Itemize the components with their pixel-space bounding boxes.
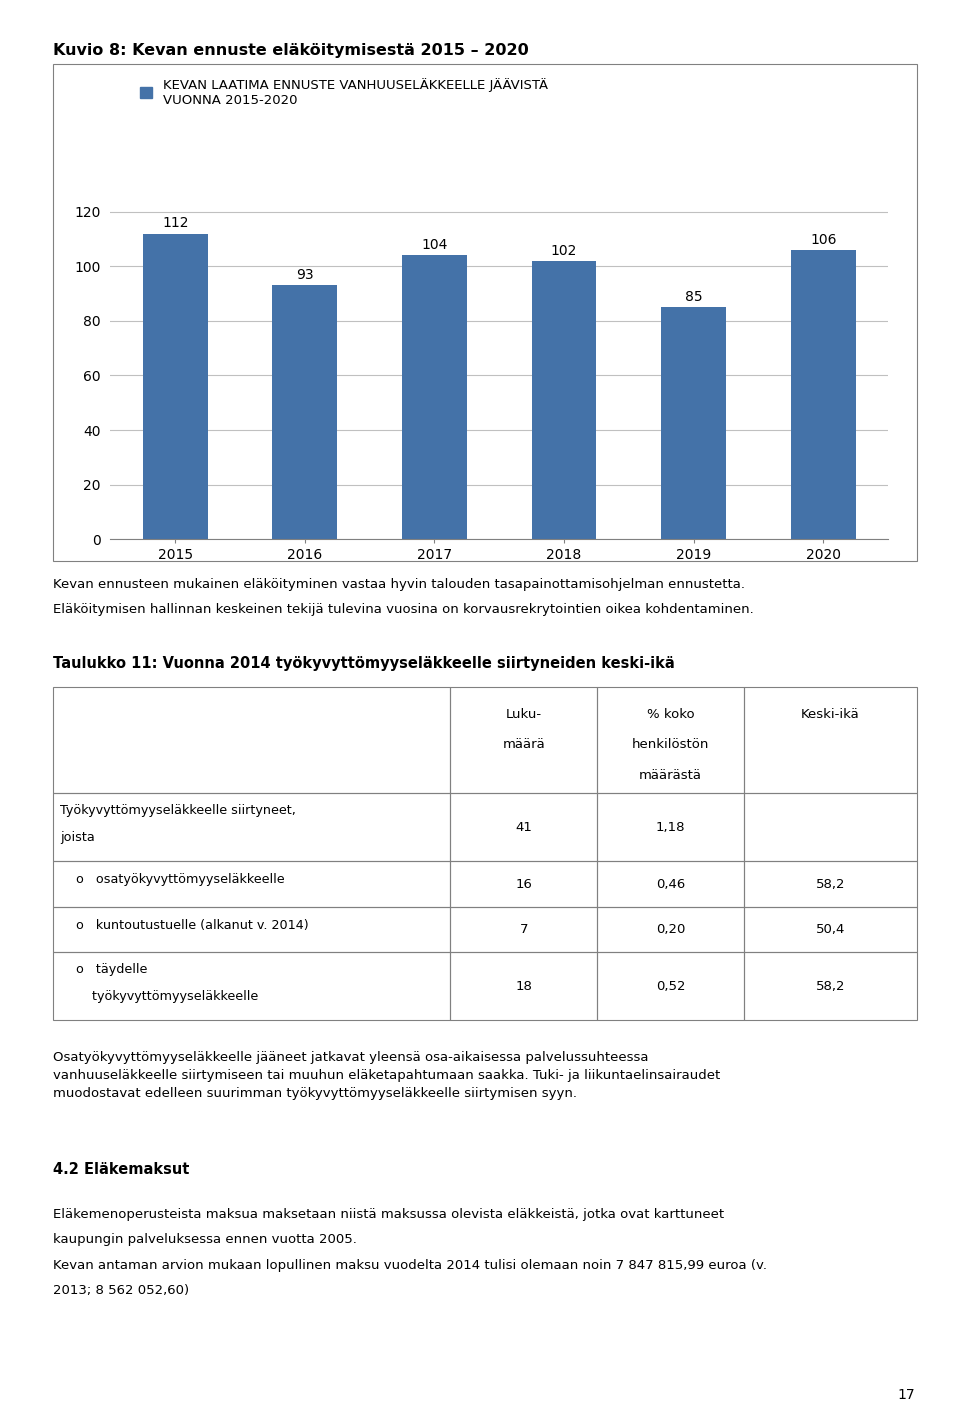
- Text: 112: 112: [162, 216, 188, 230]
- Text: Kuvio 8: Kevan ennuste eläköitymisestä 2015 – 2020: Kuvio 8: Kevan ennuste eläköitymisestä 2…: [53, 43, 529, 58]
- Text: Työkyvyttömyyseläkkeelle siirtyneet,: Työkyvyttömyyseläkkeelle siirtyneet,: [60, 805, 297, 817]
- Text: työkyvyttömyyseläkkeelle: työkyvyttömyyseläkkeelle: [60, 990, 259, 1003]
- Text: 0,46: 0,46: [656, 877, 685, 891]
- Text: % koko: % koko: [647, 708, 694, 721]
- Text: määrästä: määrästä: [639, 769, 702, 782]
- Bar: [273, 285, 337, 539]
- Text: 0,52: 0,52: [656, 979, 685, 993]
- Text: Eläkemenoperusteista maksua maksetaan niistä maksussa olevista eläkkeistä, jotka: Eläkemenoperusteista maksua maksetaan ni…: [53, 1208, 724, 1220]
- Bar: [402, 255, 467, 539]
- Text: 17: 17: [898, 1388, 915, 1402]
- Text: 1,18: 1,18: [656, 820, 685, 834]
- Text: Taulukko 11: Vuonna 2014 työkyvyttömyyseläkkeelle siirtyneiden keski-ikä: Taulukko 11: Vuonna 2014 työkyvyttömyyse…: [53, 656, 675, 671]
- Text: 7: 7: [519, 922, 528, 937]
- Text: määrä: määrä: [502, 738, 545, 752]
- Text: Luku-: Luku-: [506, 708, 541, 721]
- Text: 85: 85: [684, 289, 703, 304]
- Text: 16: 16: [516, 877, 532, 891]
- Bar: [143, 234, 207, 539]
- Text: henkilöstön: henkilöstön: [632, 738, 709, 752]
- Text: 58,2: 58,2: [816, 877, 845, 891]
- Text: 41: 41: [516, 820, 532, 834]
- Text: 104: 104: [421, 238, 447, 253]
- Text: o   kuntoutustuelle (alkanut v. 2014): o kuntoutustuelle (alkanut v. 2014): [60, 920, 309, 932]
- Text: kaupungin palveluksessa ennen vuotta 2005.: kaupungin palveluksessa ennen vuotta 200…: [53, 1233, 357, 1246]
- Text: 58,2: 58,2: [816, 979, 845, 993]
- Text: Keski-ikä: Keski-ikä: [801, 708, 860, 721]
- Bar: [791, 250, 855, 539]
- Text: 106: 106: [810, 233, 836, 247]
- Text: 102: 102: [551, 244, 577, 258]
- Text: 18: 18: [516, 979, 532, 993]
- Bar: [661, 308, 726, 539]
- Text: 4.2 Eläkemaksut: 4.2 Eläkemaksut: [53, 1162, 189, 1178]
- Text: Kevan antaman arvion mukaan lopullinen maksu vuodelta 2014 tulisi olemaan noin 7: Kevan antaman arvion mukaan lopullinen m…: [53, 1259, 767, 1271]
- Text: joista: joista: [60, 832, 95, 844]
- Text: o   osatyökyvyttömyyseläkkeelle: o osatyökyvyttömyyseläkkeelle: [60, 874, 285, 887]
- Text: Osatyökyvyttömyyseläkkeelle jääneet jatkavat yleensä osa-aikaisessa palvelussuht: Osatyökyvyttömyyseläkkeelle jääneet jatk…: [53, 1051, 720, 1101]
- Text: 0,20: 0,20: [656, 922, 685, 937]
- Text: Eläköitymisen hallinnan keskeinen tekijä tulevina vuosina on korvausrekrytointie: Eläköitymisen hallinnan keskeinen tekijä…: [53, 603, 754, 616]
- Legend: KEVAN LAATIMA ENNUSTE VANHUUSELÄKKEELLE JÄÄVISTÄ
VUONNA 2015-2020: KEVAN LAATIMA ENNUSTE VANHUUSELÄKKEELLE …: [140, 78, 548, 106]
- Text: Kevan ennusteen mukainen eläköityminen vastaa hyvin talouden tasapainottamisohje: Kevan ennusteen mukainen eläköityminen v…: [53, 578, 745, 590]
- Bar: [532, 261, 596, 539]
- Text: o   täydelle: o täydelle: [60, 964, 148, 976]
- Text: 2013; 8 562 052,60): 2013; 8 562 052,60): [53, 1284, 189, 1297]
- Text: 93: 93: [296, 268, 314, 282]
- Text: 50,4: 50,4: [816, 922, 845, 937]
